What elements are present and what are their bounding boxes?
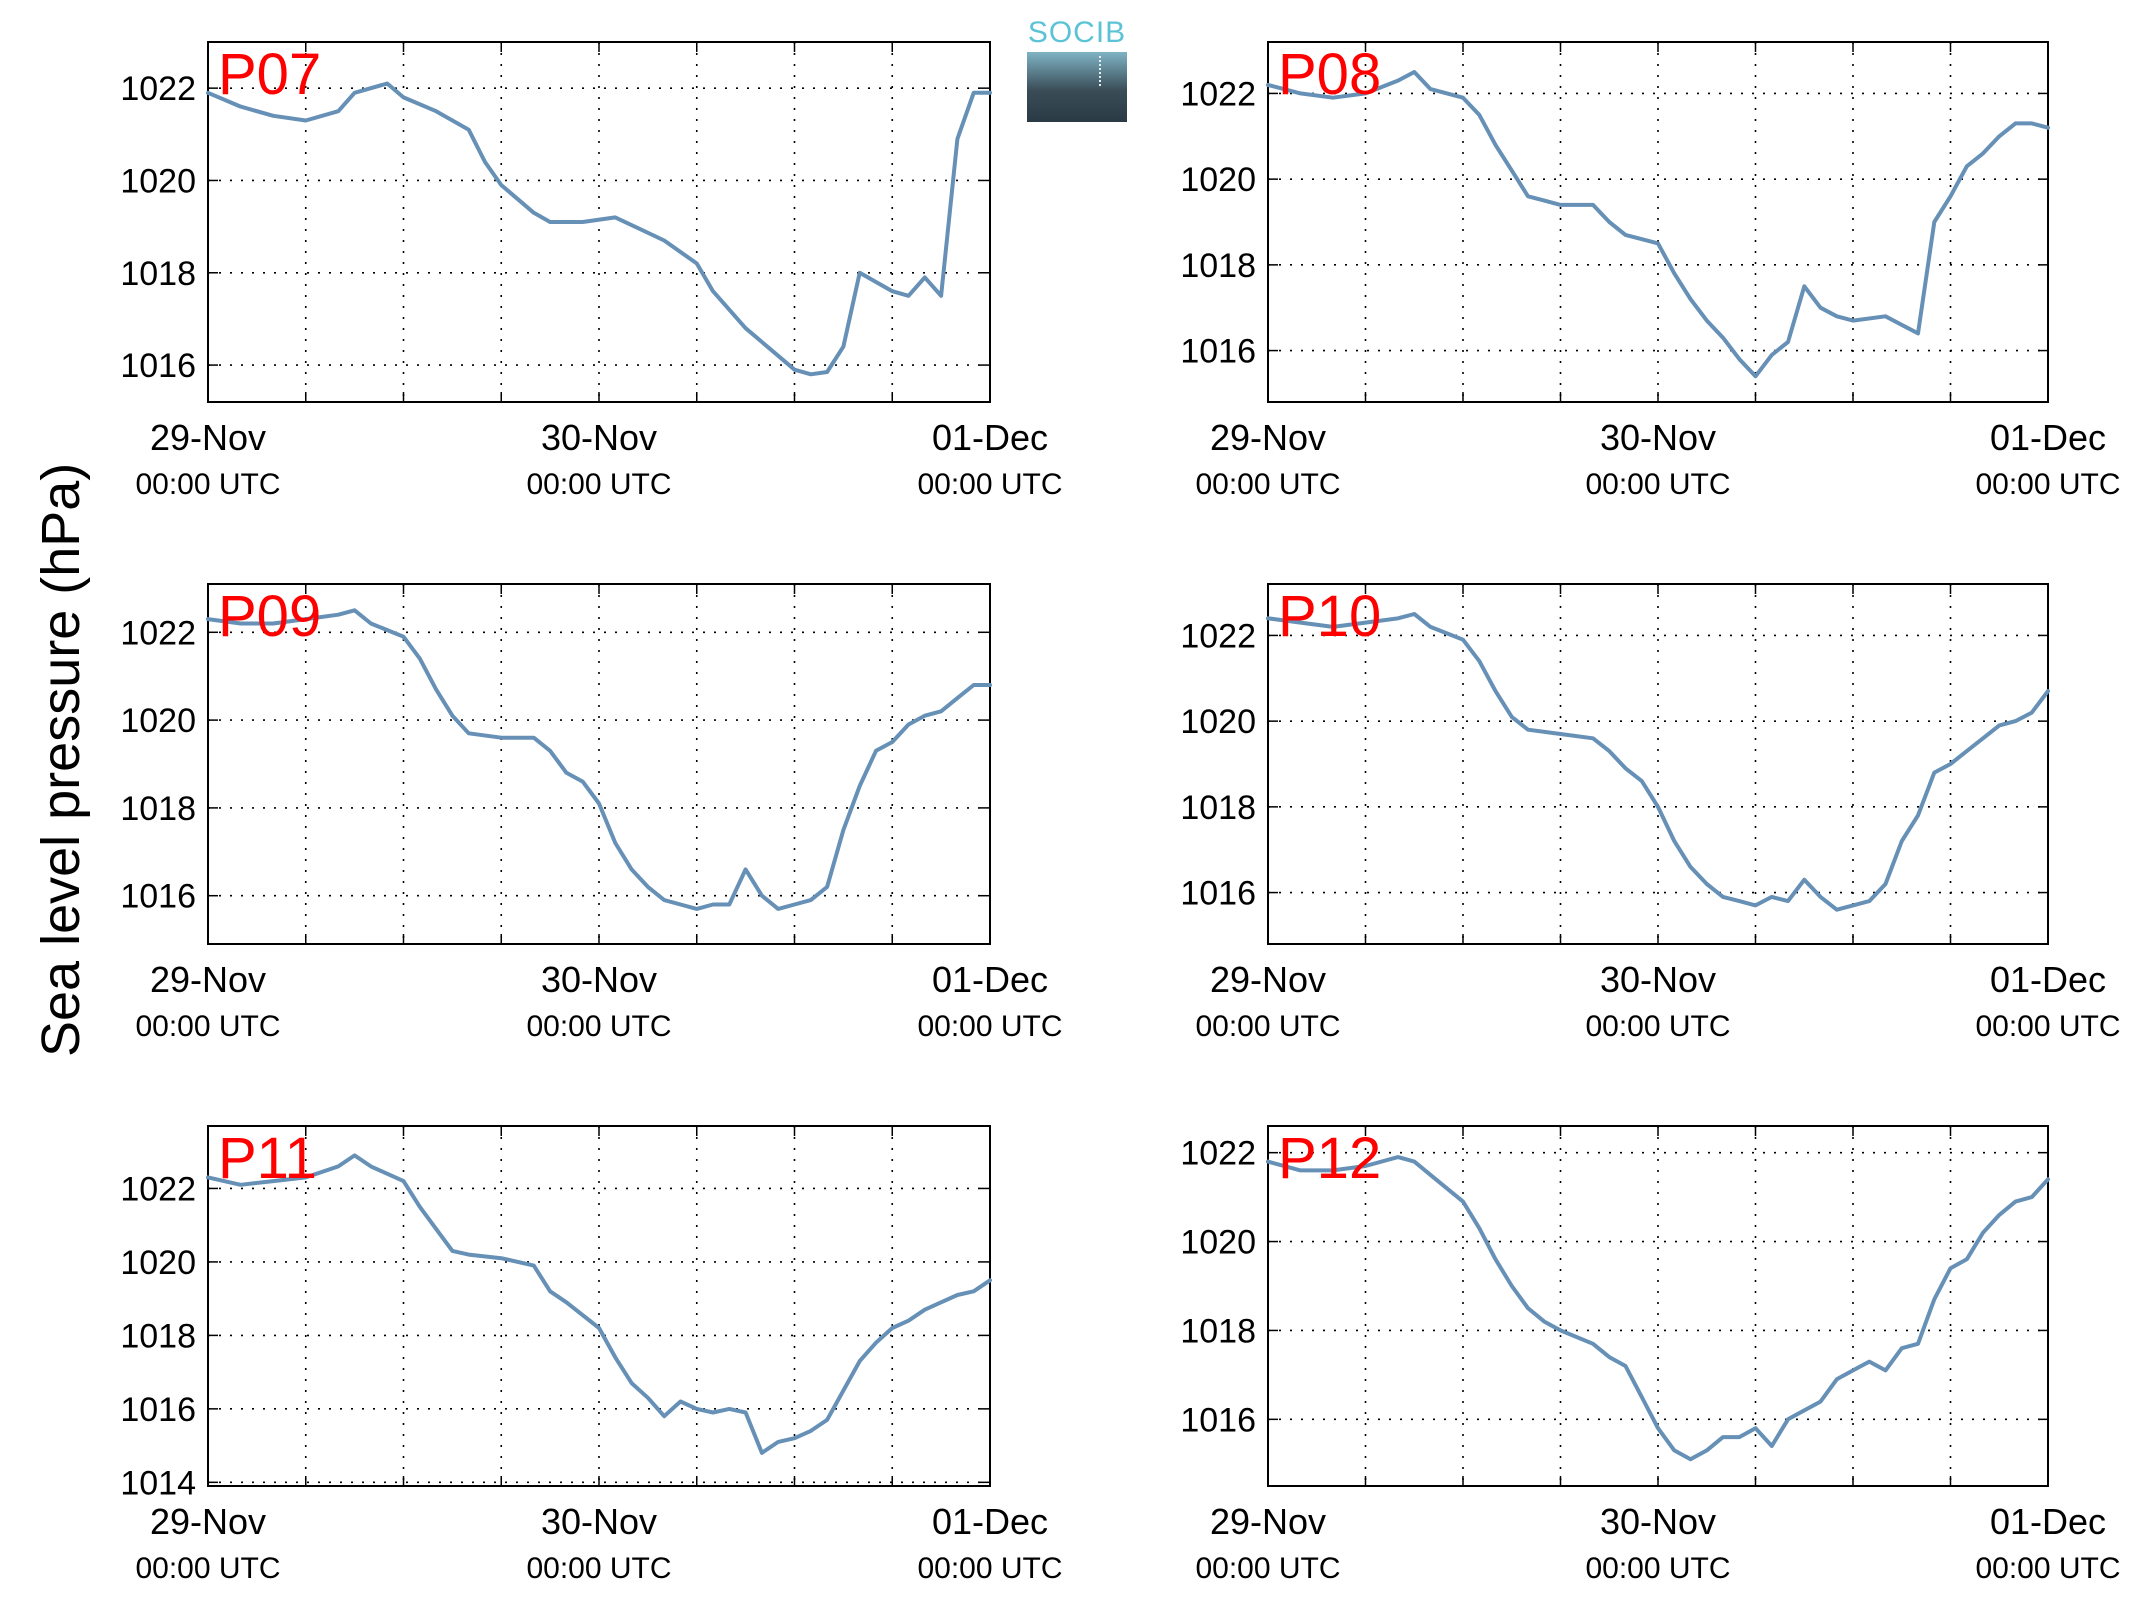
x-tick-sublabel: 00:00 UTC [526,1010,671,1043]
x-tick-label: 29-Nov [1210,1501,1326,1542]
series-line [206,1153,992,1455]
station-label: P10 [1278,584,1381,649]
x-tick-label: 29-Nov [1210,959,1326,1000]
series-line [206,608,992,911]
plot-frame [207,1125,991,1487]
series-line [1266,1155,2050,1462]
chart-panel-p11: 1014 1016 1018 1020 1022 29-Nov 00:00 UTC 30-No… [120,1125,1063,1585]
y-tick-label: 1020 [120,1244,196,1282]
x-tick-label: 30-Nov [1600,959,1716,1000]
x-tick-label: 29-Nov [1210,417,1326,458]
x-tick-sublabel: 00:00 UTC [526,468,671,501]
y-tick-label: 1018 [120,1317,196,1355]
y-tick-label: 1018 [1180,1312,1256,1350]
x-tick-label: 30-Nov [541,417,657,458]
y-tick-label: 1018 [120,790,196,828]
logo-graphic [1027,52,1127,122]
logo-text: SOCIB [1027,16,1127,49]
x-tick-sublabel: 00:00 UTC [1975,1010,2120,1043]
x-tick-label: 29-Nov [150,417,266,458]
station-label: P11 [218,1126,317,1191]
x-tick-label: 29-Nov [150,959,266,1000]
station-label: P12 [1278,1126,1381,1191]
y-tick-label: 1018 [1180,789,1256,827]
series-line [1266,70,2050,379]
y-tick-label: 1020 [120,162,196,200]
x-tick-label: 30-Nov [541,959,657,1000]
x-tick-sublabel: 00:00 UTC [1585,468,1730,501]
x-tick-label: 30-Nov [1600,417,1716,458]
y-tick-label: 1020 [1180,1224,1256,1262]
x-tick-sublabel: 00:00 UTC [917,1552,1062,1585]
x-tick-sublabel: 00:00 UTC [917,1010,1062,1043]
y-tick-label: 1016 [120,878,196,916]
x-tick-label: 01-Dec [1990,959,2106,1000]
x-tick-sublabel: 00:00 UTC [1585,1010,1730,1043]
chart-panel-p10: 1016 1018 1020 1022 29-Nov 00:00 UTC 30-Nov 00:… [1180,583,2121,1043]
chart-panel-p12: 1016 1018 1020 1022 29-Nov 00:00 UTC 30-Nov 00:… [1180,1125,2121,1585]
x-tick-label: 01-Dec [1990,1501,2106,1542]
x-tick-sublabel: 00:00 UTC [1195,468,1340,501]
plot-frame [207,41,991,403]
chart-panel-p09: 1016 1018 1020 1022 29-Nov 00:00 UTC 30-Nov 00:… [120,583,1063,1043]
y-tick-label: 1020 [1180,703,1256,741]
station-label: P09 [218,584,321,649]
y-tick-label: 1022 [1180,617,1256,655]
y-tick-label: 1016 [120,347,196,385]
x-tick-label: 30-Nov [541,1501,657,1542]
x-tick-label: 01-Dec [932,417,1048,458]
y-tick-label: 1022 [120,1170,196,1208]
chart-panel-p08: 1016 1018 1020 1022 29-Nov 00:00 UTC 30-Nov 00:… [1180,41,2121,501]
station-label: P07 [218,42,321,107]
y-tick-label: 1022 [1180,75,1256,113]
series-line [1266,612,2050,912]
plot-frame [1267,41,2049,403]
logo-dotted-line [1099,56,1101,86]
y-tick-label: 1016 [1180,333,1256,371]
series-line [206,81,992,377]
chart-panel-p07: 1016 1018 1020 1022 29-Nov 00:00 UTC 30-Nov 00:… [120,41,1063,501]
x-tick-sublabel: 00:00 UTC [135,1552,280,1585]
x-tick-sublabel: 00:00 UTC [526,1552,671,1585]
x-tick-sublabel: 00:00 UTC [1975,1552,2120,1585]
y-tick-label: 1016 [120,1391,196,1429]
plot-frame [207,583,991,945]
y-tick-label: 1014 [120,1464,196,1502]
y-tick-label: 1020 [120,702,196,740]
x-tick-sublabel: 00:00 UTC [135,1010,280,1043]
plot-frame [1267,1125,2049,1487]
station-label: P08 [1278,42,1381,107]
x-tick-sublabel: 00:00 UTC [1585,1552,1730,1585]
x-tick-label: 01-Dec [932,959,1048,1000]
x-tick-label: 01-Dec [932,1501,1048,1542]
y-tick-label: 1018 [120,255,196,293]
y-tick-label: 1020 [1180,161,1256,199]
y-tick-label: 1016 [1180,1401,1256,1439]
y-tick-label: 1018 [1180,247,1256,285]
x-tick-sublabel: 00:00 UTC [917,468,1062,501]
x-tick-sublabel: 00:00 UTC [1195,1552,1340,1585]
y-tick-label: 1022 [120,614,196,652]
y-tick-label: 1016 [1180,875,1256,913]
socib-logo: SOCIB [1027,16,1127,122]
x-tick-label: 01-Dec [1990,417,2106,458]
x-tick-label: 29-Nov [150,1501,266,1542]
x-tick-sublabel: 00:00 UTC [1195,1010,1340,1043]
x-tick-sublabel: 00:00 UTC [1975,468,2120,501]
y-tick-label: 1022 [120,70,196,108]
y-axis-label: Sea level pressure (hPa) [31,462,91,1057]
y-tick-label: 1022 [1180,1135,1256,1173]
plot-frame [1267,583,2049,945]
x-tick-sublabel: 00:00 UTC [135,468,280,501]
x-tick-label: 30-Nov [1600,1501,1716,1542]
